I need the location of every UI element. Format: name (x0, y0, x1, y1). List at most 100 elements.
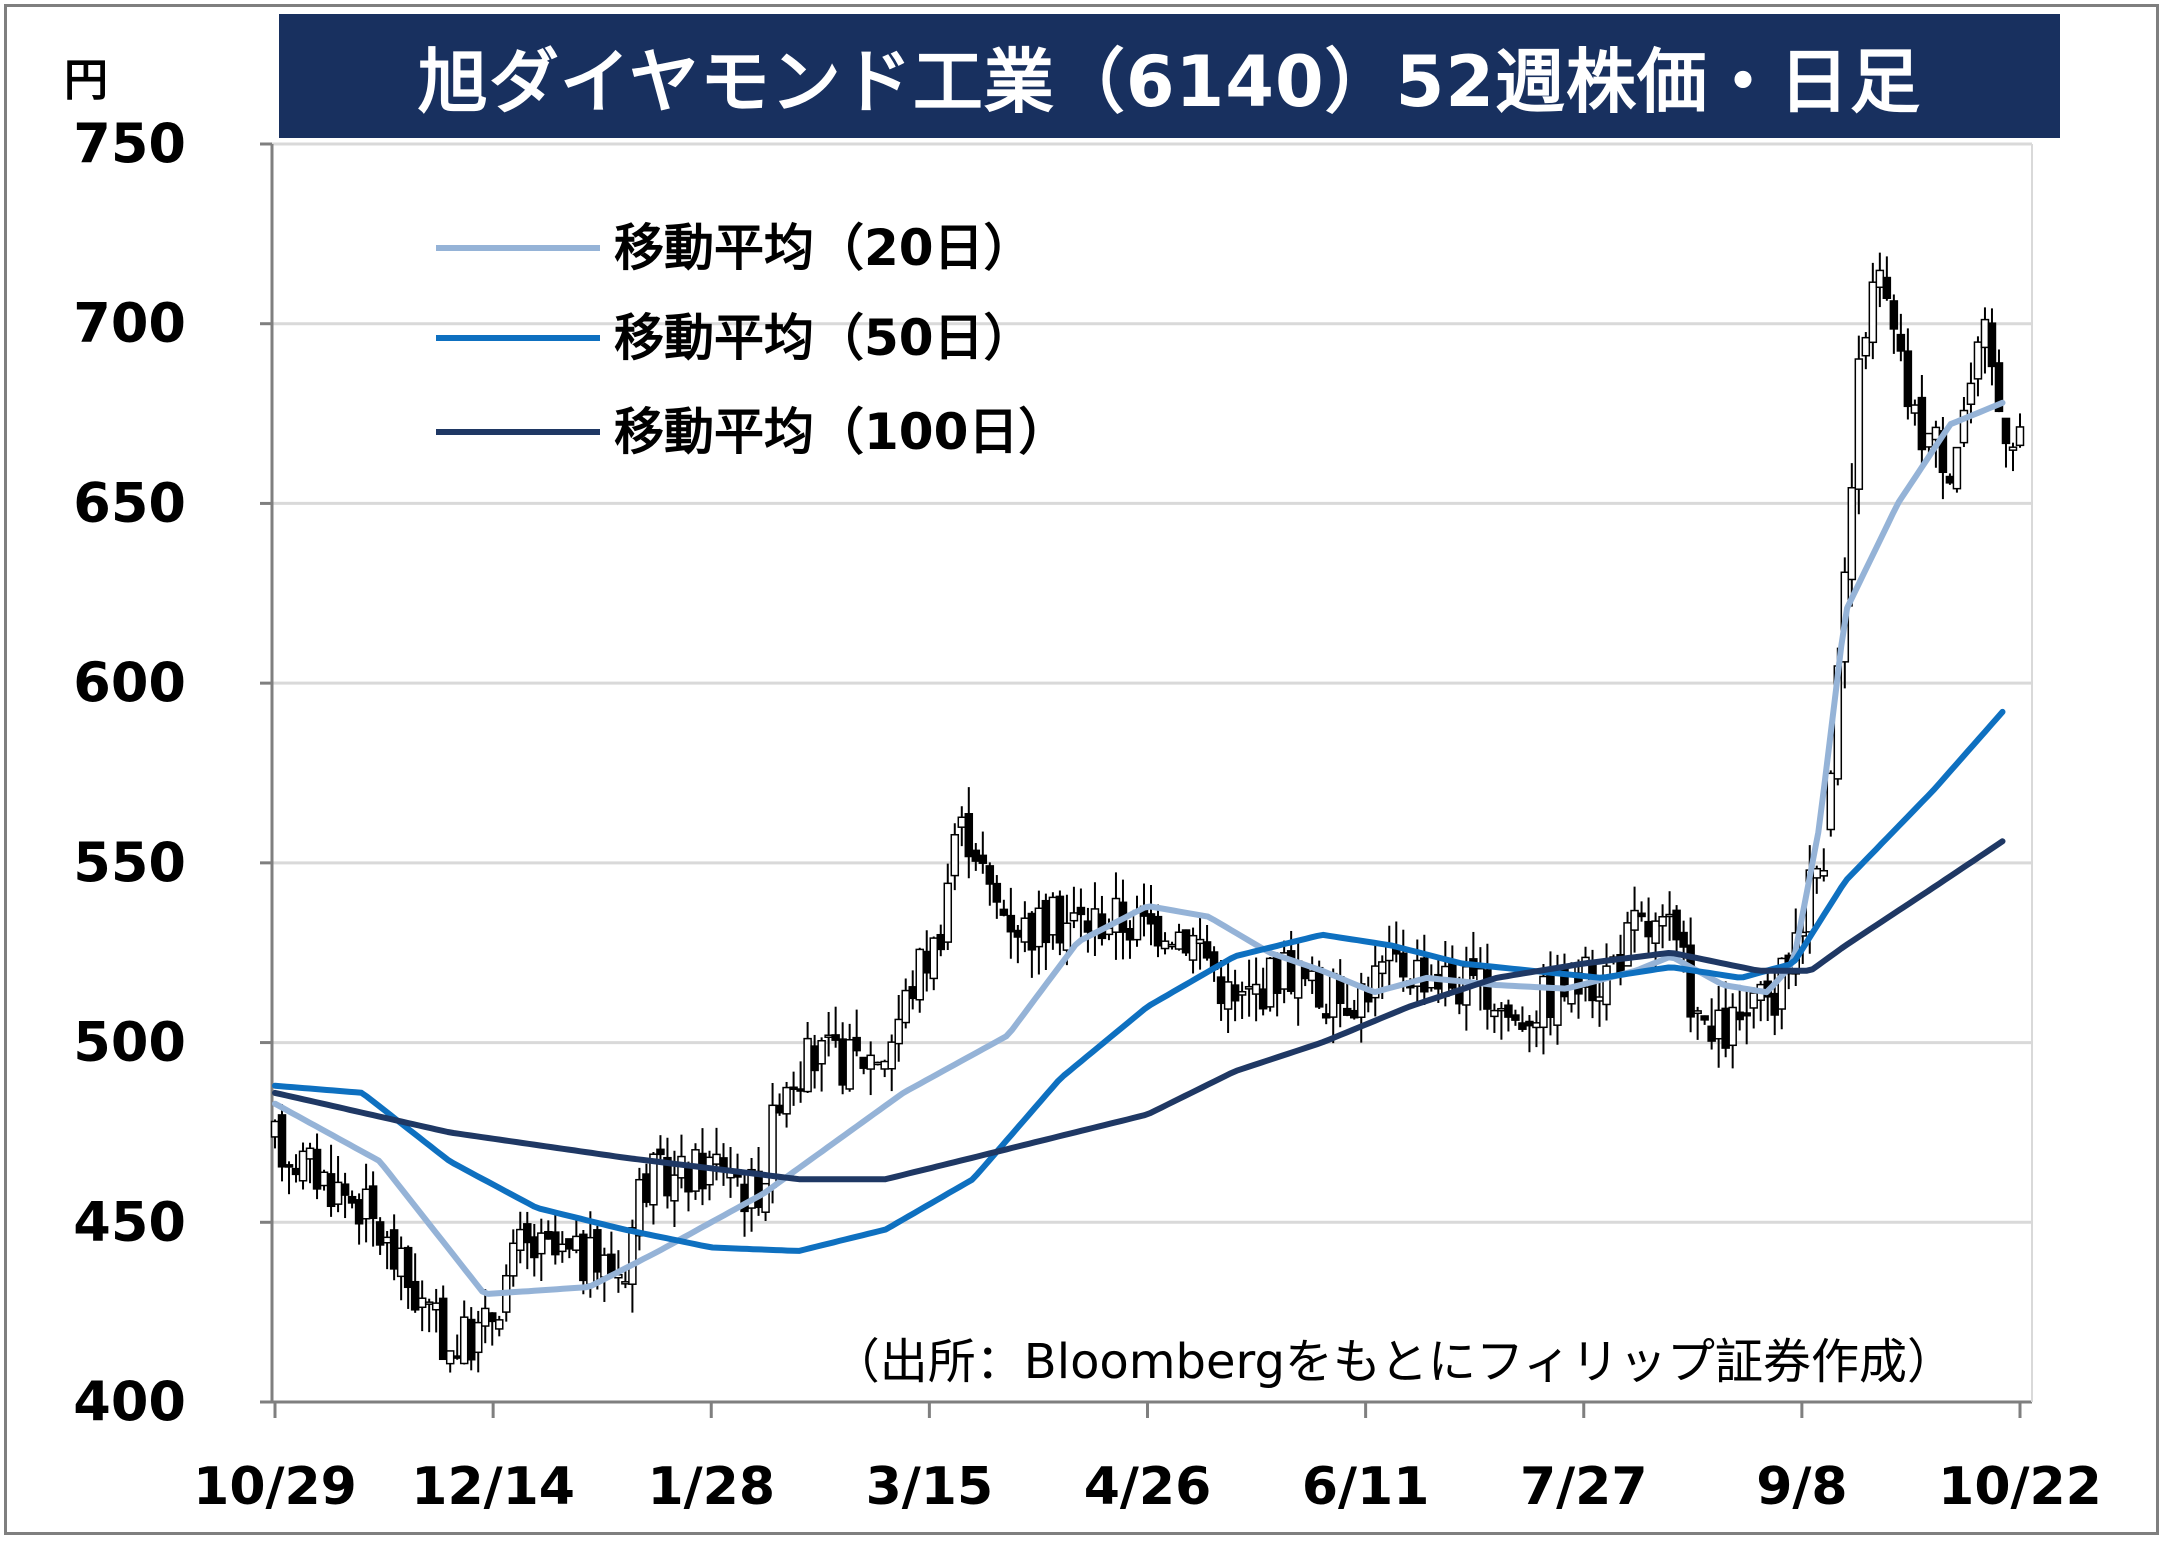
candle-body (817, 1039, 826, 1065)
candle-body (922, 950, 931, 974)
candle-body (789, 1086, 798, 1091)
candle-body (1553, 972, 1562, 1026)
candle-body (424, 1301, 434, 1305)
candle-body (1679, 931, 1688, 948)
candle-body (1265, 957, 1275, 1008)
x-tick-label: 7/27 (1520, 1457, 1648, 1517)
candle-body (438, 1297, 448, 1361)
candle-body (908, 986, 917, 1000)
candle-body (1812, 867, 1822, 879)
x-tick-label: 4/26 (1084, 1457, 1212, 1517)
candle-body (1686, 944, 1695, 1018)
candle-body (1826, 772, 1836, 831)
candle-body (1258, 988, 1268, 1010)
candle-body (382, 1236, 392, 1244)
y-tick-label: 650 (73, 471, 186, 534)
candle-body (452, 1355, 462, 1359)
chart-title: 旭ダイヤモンド工業（6140）52週株価・日足 (279, 14, 2060, 138)
candle-body (1153, 915, 1163, 947)
candle-body (936, 933, 946, 951)
candle-body (495, 1319, 504, 1330)
candle-body (1328, 972, 1338, 1018)
candle-body (698, 1152, 707, 1190)
candle-body (642, 1173, 651, 1203)
candle-body (1251, 983, 1261, 995)
candle-body (1644, 920, 1653, 938)
candle-body (1630, 909, 1639, 931)
y-tick-label: 550 (73, 831, 186, 894)
candle-body (347, 1195, 357, 1204)
candle-body (473, 1321, 483, 1354)
candle-body (1952, 446, 1962, 490)
candle-body (1987, 322, 1997, 368)
candle-body (1490, 1009, 1499, 1018)
x-tick-label: 12/14 (411, 1457, 575, 1517)
x-tick-label: 10/22 (1938, 1457, 2102, 1517)
candle-body (396, 1247, 406, 1278)
candle-body (333, 1181, 343, 1205)
candle-body (431, 1302, 441, 1311)
candle-body (1700, 1015, 1709, 1021)
candle-body (459, 1316, 469, 1365)
candle-body (985, 865, 995, 885)
candle-body (712, 1153, 721, 1165)
candle-body (305, 1147, 315, 1160)
candle-body (1195, 938, 1205, 945)
candle-body (1055, 895, 1065, 944)
candle-body (992, 882, 1002, 903)
candle-body (1868, 281, 1878, 344)
candle-body (1272, 953, 1282, 994)
candle-body (1518, 1022, 1527, 1030)
y-tick-label: 400 (73, 1370, 186, 1433)
legend-label: 移動平均（50日） (614, 309, 1034, 367)
candle-body (1342, 1007, 1352, 1016)
candle-body (1721, 1007, 1730, 1049)
candle-body (1665, 913, 1674, 918)
candle-body (964, 813, 974, 858)
candle-body (403, 1246, 413, 1289)
x-axis-ticks: 10/29 12/14 1/28 3/15 4/26 6/11 7/27 9/8 10/22 (193, 1402, 2102, 1517)
candle-body (368, 1185, 378, 1220)
candle-body (1980, 318, 1990, 349)
candle-body (277, 1114, 287, 1168)
candle-body (291, 1167, 301, 1176)
candle-body (1111, 897, 1121, 933)
candle-body (551, 1231, 560, 1256)
source-note: （出所：Bloombergをもとにフィリップ証券作成） (832, 1334, 1955, 1390)
title-text: 旭ダイヤモンド工業（6140）52週株価・日足 (417, 40, 1922, 123)
moving-average-lines (272, 399, 2006, 1297)
candle-body (901, 989, 910, 1024)
candle-body (1034, 907, 1044, 948)
candle-body (1230, 984, 1240, 1002)
y-tick-label: 750 (73, 112, 186, 175)
candle-body (1160, 940, 1170, 950)
candle-body (1013, 929, 1023, 938)
candle-body (782, 1086, 791, 1115)
candle-body (340, 1183, 350, 1196)
candle-body (1728, 1006, 1737, 1047)
candle-body (1896, 333, 1906, 352)
candle-body (593, 1229, 602, 1273)
candle-body (621, 1281, 630, 1285)
candle-body (375, 1221, 385, 1246)
candle-body (361, 1188, 371, 1220)
candle-body (1854, 358, 1864, 490)
candle-body (1637, 912, 1646, 918)
candle-body (1994, 362, 2004, 413)
candlesticks (270, 252, 2025, 1373)
legend-label: 移動平均（20日） (614, 219, 1034, 277)
candle-body (1076, 906, 1086, 916)
candle-body (1237, 990, 1247, 996)
candle-body (1448, 961, 1457, 989)
candle-body (761, 1182, 770, 1213)
candle-body (1973, 341, 1983, 380)
candle-body (1321, 1013, 1331, 1019)
candle-body (824, 1034, 833, 1038)
candle-body (1174, 931, 1184, 950)
ma20-line (272, 399, 2006, 1297)
candle-body (656, 1148, 665, 1156)
candle-body (957, 816, 967, 828)
candle-body (1966, 382, 1976, 406)
candle-body (838, 1038, 847, 1086)
